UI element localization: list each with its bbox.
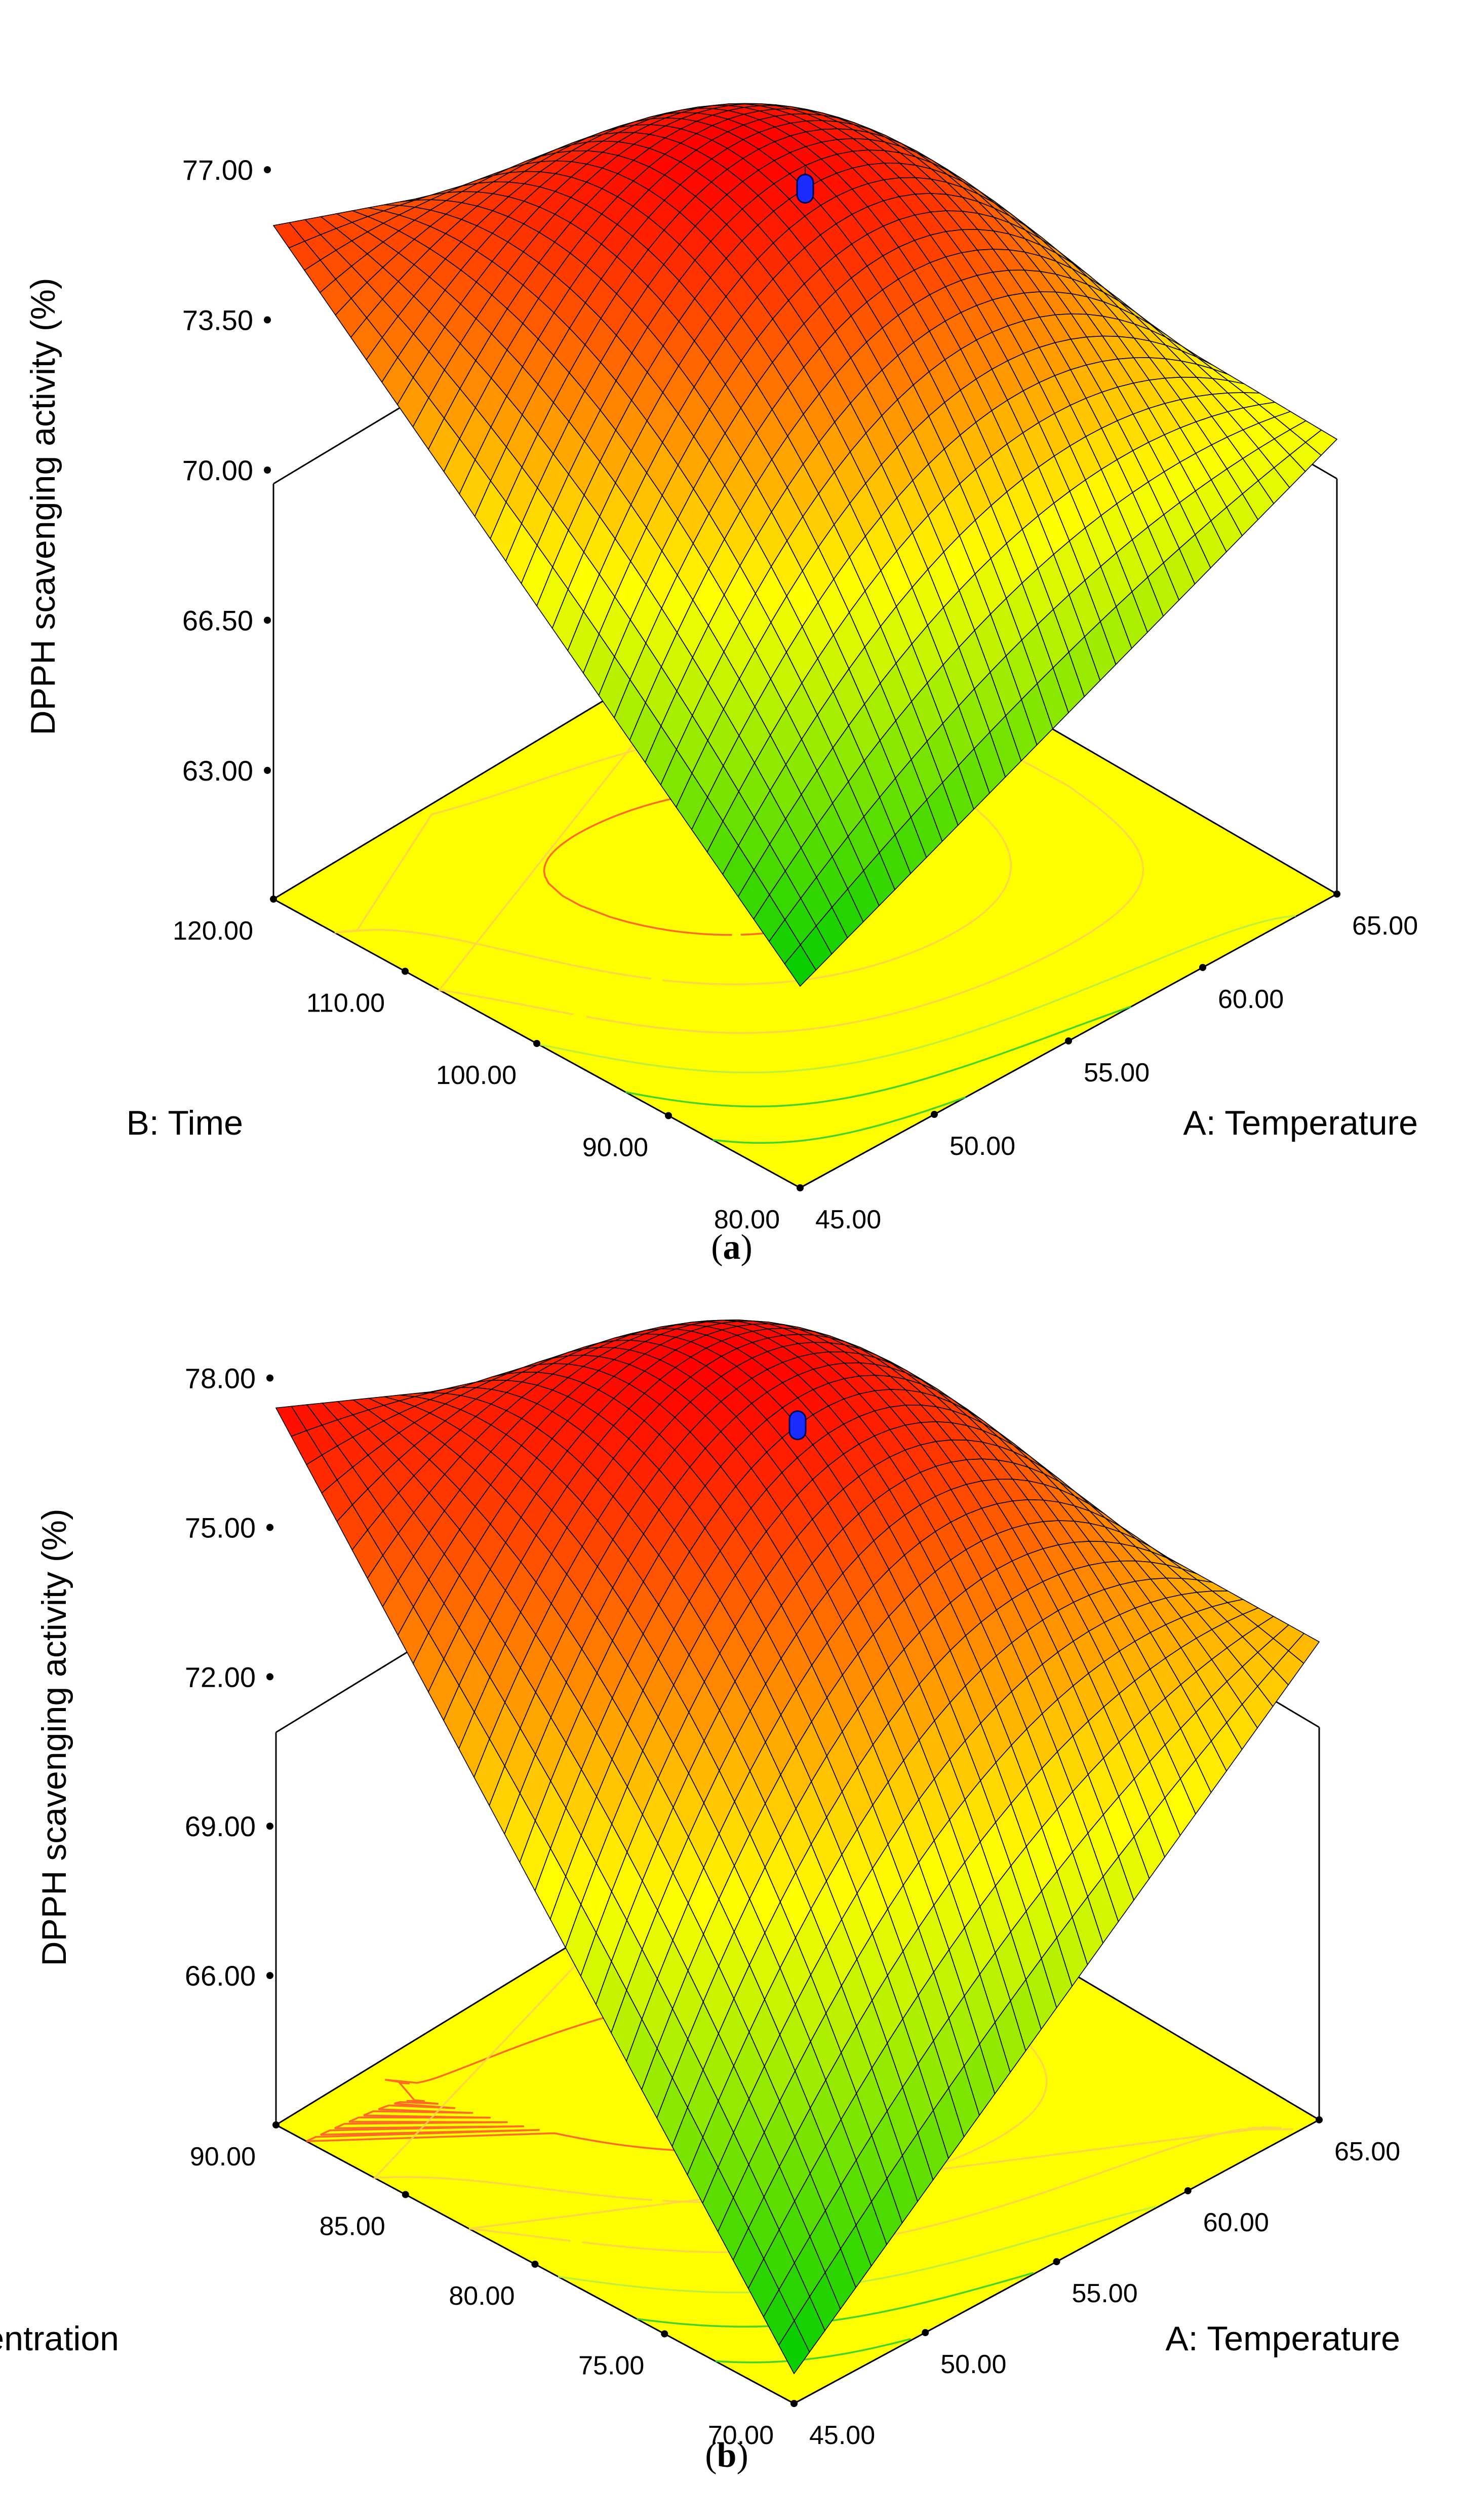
y-tick-label: 110.00 xyxy=(306,989,385,1018)
contour-line xyxy=(715,2338,911,2363)
panel-a: 63.00 66.50 70.00 73.50 77.00 45.00 50.00 55.0… xyxy=(24,103,1418,1267)
z-tick xyxy=(264,467,271,474)
y-axis: 80.00 90.00 100.00 110.00 120.00 xyxy=(173,896,804,1234)
contour-line xyxy=(713,1096,966,1144)
z-tick-label: 75.00 xyxy=(185,1511,256,1543)
z-tick xyxy=(264,616,271,624)
z-tick xyxy=(266,1823,273,1830)
x-axis: 45.00 50.00 55.00 60.00 65.00 xyxy=(790,2116,1400,2450)
panel-caption: (a) xyxy=(711,1228,753,1267)
x-tick-label: 60.00 xyxy=(1203,2208,1269,2237)
y-tick-label: 75.00 xyxy=(578,2351,644,2381)
x-tick xyxy=(931,1111,938,1118)
z-axis-title: DPPH scavenging activity (%) xyxy=(24,278,62,735)
y-tick xyxy=(402,967,409,975)
y-tick xyxy=(272,2121,280,2128)
z-tick-label: 63.00 xyxy=(182,755,253,787)
x-tick-label: 50.00 xyxy=(940,2350,1006,2379)
x-tick-label: 45.00 xyxy=(815,1205,881,1234)
x-tick-label: 65.00 xyxy=(1352,911,1418,941)
z-tick xyxy=(266,1972,273,1980)
x-tick-label: 50.00 xyxy=(949,1132,1015,1161)
contour-line xyxy=(538,914,1296,1074)
y-tick xyxy=(533,1040,540,1047)
panel-caption: (b) xyxy=(705,2436,748,2475)
caption-close: ) xyxy=(736,2436,748,2475)
y-tick xyxy=(797,1184,804,1191)
x-tick-label: 45.00 xyxy=(809,2421,875,2450)
contour-line xyxy=(558,2205,1157,2294)
y-tick-label: 90.00 xyxy=(190,2142,256,2172)
surface-cell xyxy=(778,2320,810,2375)
x-tick-label: 55.00 xyxy=(1084,1058,1150,1088)
x-tick xyxy=(1333,890,1340,898)
z-tick-label: 78.00 xyxy=(185,1363,256,1394)
y-tick-label: 80.00 xyxy=(714,1205,780,1234)
z-tick-label: 73.50 xyxy=(182,304,253,336)
y-axis: 70.00 75.00 80.00 85.00 90.00 xyxy=(190,2121,798,2450)
x-tick xyxy=(922,2329,929,2336)
y-tick-label: 80.00 xyxy=(449,2281,515,2311)
contour-line xyxy=(637,2272,1034,2328)
y-tick xyxy=(790,2400,798,2407)
z-tick xyxy=(266,1374,273,1382)
x-tick xyxy=(1053,2258,1060,2265)
x-tick xyxy=(1184,2187,1192,2194)
z-tick xyxy=(264,316,271,324)
y-tick xyxy=(270,896,277,903)
optimum-marker xyxy=(788,1410,807,1441)
x-axis-title: A: Temperature xyxy=(1165,2319,1400,2358)
z-tick-label: 70.00 xyxy=(182,454,253,486)
x-tick xyxy=(1316,2116,1323,2123)
z-tick xyxy=(264,166,271,174)
caption-open: ( xyxy=(705,2436,717,2475)
y-tick-label: 85.00 xyxy=(320,2212,385,2241)
x-tick-label: 55.00 xyxy=(1072,2279,1138,2308)
caption-letter: b xyxy=(717,2436,737,2475)
surface-cell xyxy=(784,944,817,987)
y-tick xyxy=(531,2261,539,2268)
optimum-point xyxy=(796,173,814,204)
optimum-marker xyxy=(796,167,814,204)
response-surface xyxy=(275,1319,1320,2375)
y-tick-label: 90.00 xyxy=(582,1133,648,1162)
y-tick xyxy=(402,2191,409,2198)
y-tick xyxy=(665,1112,672,1119)
x-tick xyxy=(1199,964,1206,971)
x-axis: 45.00 50.00 55.00 60.00 65.00 xyxy=(797,890,1418,1234)
x-tick-label: 60.00 xyxy=(1218,985,1284,1014)
caption-letter: a xyxy=(723,1228,741,1267)
caption-close: ) xyxy=(741,1228,753,1267)
z-tick-label: 77.00 xyxy=(182,154,253,186)
z-axis: 63.00 66.50 70.00 73.50 77.00 xyxy=(182,154,271,787)
contour-line xyxy=(625,1005,1131,1108)
z-tick-label: 66.50 xyxy=(182,604,253,636)
z-axis-title: DPPH scavenging activity (%) xyxy=(35,1508,73,1966)
y-axis-title: C: Ethanol Concentration xyxy=(0,2319,119,2358)
y-tick-label: 120.00 xyxy=(173,916,253,946)
panel-b: 66.00 69.00 72.00 75.00 78.00 45.00 50.00 55.0… xyxy=(0,1319,1400,2475)
y-tick-label: 100.00 xyxy=(436,1061,517,1090)
z-tick xyxy=(266,1524,273,1531)
optimum-point xyxy=(788,1410,807,1441)
y-tick xyxy=(661,2330,668,2338)
caption-open: ( xyxy=(711,1228,723,1267)
z-tick-label: 66.00 xyxy=(185,1960,256,1992)
x-tick xyxy=(1065,1037,1072,1044)
z-tick-label: 69.00 xyxy=(185,1810,256,1842)
x-axis-title: A: Temperature xyxy=(1183,1104,1418,1142)
y-tick-label: 70.00 xyxy=(708,2421,774,2450)
x-tick-label: 65.00 xyxy=(1334,2137,1400,2166)
z-tick xyxy=(264,766,271,774)
z-tick xyxy=(266,1673,273,1681)
response-surface xyxy=(272,103,1338,987)
z-tick-label: 72.00 xyxy=(185,1661,256,1693)
z-axis: 66.00 69.00 72.00 75.00 78.00 xyxy=(185,1363,273,1992)
y-axis-title: B: Time xyxy=(127,1104,244,1142)
